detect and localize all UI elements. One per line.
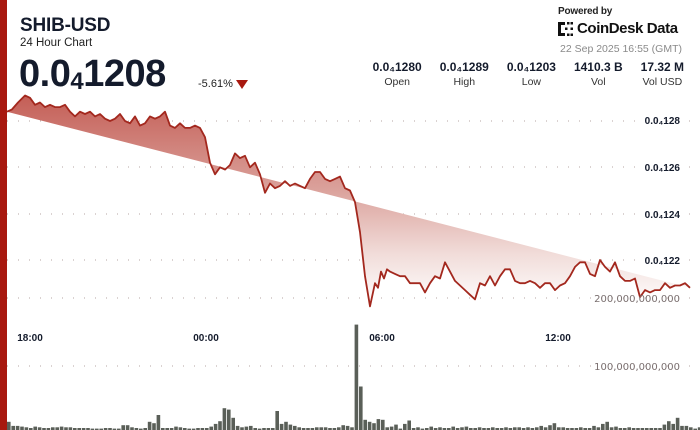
pair-title: SHIB-USD bbox=[20, 15, 111, 36]
svg-text:00:00: 00:00 bbox=[193, 333, 219, 344]
svg-text:200,000,000,000: 200,000,000,000 bbox=[594, 294, 680, 305]
down-arrow-icon bbox=[236, 80, 248, 89]
stat-high: 0.0₄1289 High bbox=[440, 60, 489, 88]
stat-label: High bbox=[453, 76, 476, 88]
price-change: -5.61% bbox=[198, 78, 233, 90]
price-digits: 1208 bbox=[83, 53, 166, 95]
stat-value: 0.0₄1203 bbox=[506, 60, 556, 74]
stat-low: 0.0₄1203 Low bbox=[507, 60, 556, 88]
price-prefix: 0.0 bbox=[19, 53, 71, 95]
axis-labels: 0.0₄128 0.0₄126 0.0₄124 0.0₄122 200,000,000,… bbox=[17, 116, 681, 373]
svg-text:06:00: 06:00 bbox=[369, 333, 395, 344]
price-line bbox=[6, 94, 691, 308]
svg-text:18:00: 18:00 bbox=[17, 333, 43, 344]
svg-text:0.0₄126: 0.0₄126 bbox=[645, 163, 681, 174]
current-price: 0.041208 bbox=[19, 52, 166, 104]
powered-by-label: Powered by bbox=[558, 6, 613, 17]
stat-label: Low bbox=[521, 76, 542, 88]
stat-vol-usd: 17.32 M Vol USD bbox=[641, 60, 684, 88]
svg-text:100,000,000,000: 100,000,000,000 bbox=[594, 362, 680, 373]
volume-bars bbox=[7, 324, 700, 430]
stat-label: Open bbox=[384, 76, 410, 88]
stat-value: 0.0₄1280 bbox=[372, 60, 422, 74]
svg-text:0.0₄128: 0.0₄128 bbox=[645, 116, 681, 127]
svg-text:0.0₄124: 0.0₄124 bbox=[645, 210, 681, 221]
chart-subtitle: 24 Hour Chart bbox=[20, 37, 93, 49]
svg-text:0.0₄122: 0.0₄122 bbox=[645, 256, 681, 267]
price-area bbox=[7, 95, 690, 307]
stat-vol: 1410.3 B Vol bbox=[574, 60, 623, 88]
coindesk-logo-icon bbox=[558, 21, 573, 36]
stat-label: Vol USD bbox=[642, 76, 683, 88]
brand-name: CoinDesk Data bbox=[577, 20, 678, 37]
stat-open: 0.0₄1280 Open bbox=[373, 60, 422, 88]
svg-text:12:00: 12:00 bbox=[545, 333, 571, 344]
stat-value: 1410.3 B bbox=[573, 60, 623, 74]
timestamp: 22 Sep 2025 16:55 (GMT) bbox=[560, 43, 682, 55]
accent-bar bbox=[0, 0, 7, 430]
stat-value: 17.32 M bbox=[640, 60, 684, 74]
stat-label: Vol bbox=[590, 76, 606, 88]
grid-lines bbox=[7, 120, 700, 367]
brand-logo-link[interactable]: CoinDesk Data bbox=[558, 20, 678, 37]
stat-value: 0.0₄1289 bbox=[439, 60, 489, 74]
price-zero-count: 4 bbox=[70, 68, 84, 95]
stats-row: 0.0₄1280 Open 0.0₄1289 High 0.0₄1203 Low… bbox=[355, 60, 684, 88]
